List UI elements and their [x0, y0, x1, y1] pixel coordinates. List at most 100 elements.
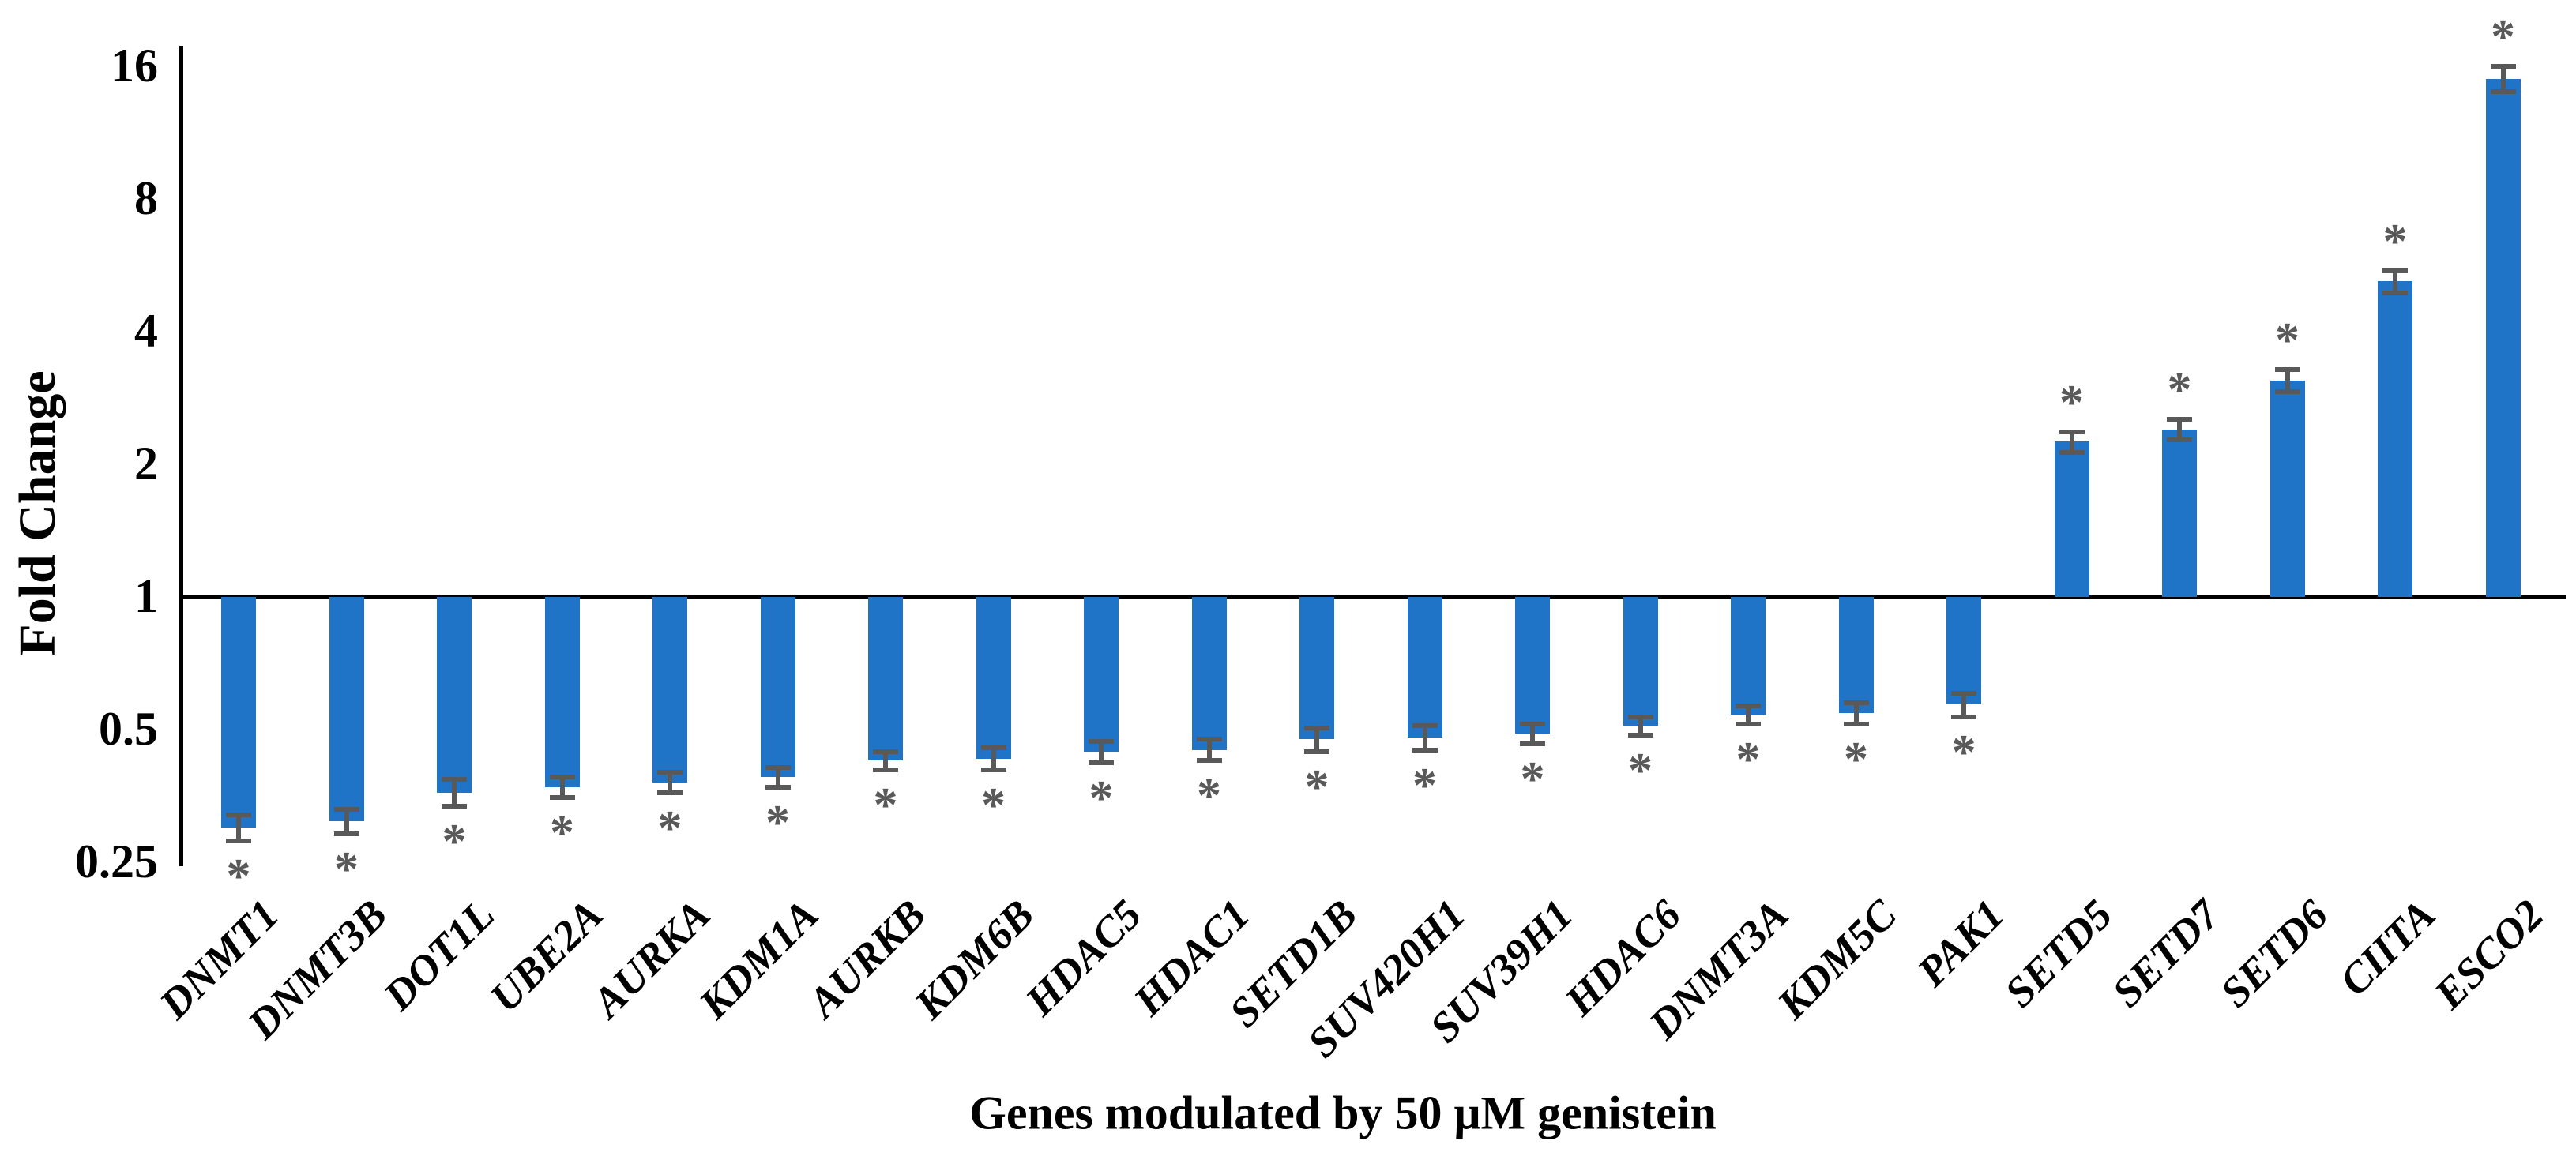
significance-asterisk-dot1l: * — [442, 815, 467, 869]
significance-asterisk-suv39h1: * — [1520, 752, 1545, 806]
significance-asterisk-setd5: * — [2059, 375, 2084, 430]
error-bar-cap-top-hdac6 — [1627, 714, 1653, 719]
error-bar-cap-top-hdac5 — [1089, 738, 1114, 744]
error-bar-cap-bottom-setd6 — [2274, 389, 2300, 395]
bar-ciita — [2378, 281, 2412, 597]
error-bar-setd5 — [2069, 431, 2074, 452]
error-bar-aurkb — [883, 752, 888, 771]
bar-dnmt1 — [221, 597, 256, 828]
error-bar-kdm1a — [775, 768, 780, 787]
bar-setd5 — [2054, 441, 2089, 597]
bar-esco2 — [2485, 78, 2521, 597]
bar-dot1l — [437, 597, 472, 793]
error-bar-cap-bottom-aurkb — [873, 768, 898, 773]
significance-asterisk-dnmt3a: * — [1736, 732, 1761, 786]
error-bar-ciita — [2393, 270, 2397, 293]
y-tick-label-4: 4 — [134, 305, 158, 357]
bar-setd1b — [1299, 597, 1334, 740]
error-bar-cap-top-kdm1a — [765, 765, 791, 771]
error-bar-cap-top-suv39h1 — [1520, 721, 1545, 726]
x-axis-title: Genes modulated by 50 μM genistein — [969, 1087, 1717, 1139]
x-tick-label-kdm6b: KDM6B — [904, 890, 1043, 1028]
x-tick-label-ciita: CIITA — [2330, 890, 2445, 1005]
error-bar-cap-top-setd1b — [1304, 725, 1329, 730]
error-bar-cap-bottom-suv39h1 — [1520, 741, 1545, 746]
significance-asterisk-dnmt3b: * — [334, 843, 359, 897]
bar-ube2a — [544, 597, 580, 787]
error-bar-cap-bottom-hdac6 — [1627, 733, 1653, 738]
error-bar-cap-bottom-ube2a — [549, 795, 575, 801]
error-bar-cap-top-dnmt1 — [226, 813, 251, 818]
error-bar-cap-bottom-hdac5 — [1089, 760, 1114, 766]
error-bar-dnmt3b — [344, 809, 349, 835]
significance-asterisk-suv420h1: * — [1412, 758, 1437, 813]
error-bar-kdm6b — [991, 747, 996, 771]
bar-kdm5c — [1838, 597, 1874, 714]
error-bar-cap-bottom-ciita — [2382, 290, 2408, 295]
y-axis-line — [179, 46, 183, 866]
error-bar-suv39h1 — [1530, 723, 1535, 744]
x-tick-label-aurkb: AURKB — [799, 890, 935, 1027]
error-bar-cap-top-suv420h1 — [1412, 723, 1438, 729]
error-bar-cap-bottom-dnmt3a — [1736, 721, 1761, 726]
error-bar-cap-top-dot1l — [442, 777, 467, 783]
error-bar-cap-top-dnmt3a — [1736, 704, 1761, 709]
error-bar-cap-top-dnmt3b — [333, 806, 359, 812]
error-bar-pak1 — [1961, 692, 1966, 717]
error-bar-hdac1 — [1206, 739, 1212, 761]
error-bar-cap-top-kdm5c — [1843, 700, 1869, 706]
y-tick-label-16: 16 — [111, 39, 158, 92]
x-tick-label-dot1l: DOT1L — [374, 890, 504, 1020]
error-bar-cap-bottom-setd1b — [1304, 749, 1329, 755]
error-bar-dnmt1 — [236, 815, 241, 841]
x-tick-label-kdm5c: KDM5C — [1767, 890, 1905, 1028]
bar-dnmt3b — [329, 597, 364, 821]
error-bar-cap-top-pak1 — [1951, 690, 1976, 696]
error-bar-cap-bottom-aurka — [657, 790, 683, 795]
error-bar-cap-top-ciita — [2382, 268, 2408, 273]
significance-asterisk-hdac5: * — [1089, 771, 1114, 826]
baseline-at-1 — [179, 595, 2566, 599]
error-bar-cap-top-esco2 — [2490, 64, 2516, 69]
error-bar-kdm5c — [1853, 703, 1859, 724]
significance-asterisk-aurkb: * — [873, 779, 898, 833]
error-bar-cap-bottom-suv420h1 — [1412, 747, 1438, 753]
error-bar-cap-bottom-esco2 — [2490, 89, 2516, 95]
error-bar-setd6 — [2285, 370, 2290, 392]
x-tick-label-pak1: PAK1 — [1908, 890, 2014, 996]
error-bar-hdac6 — [1638, 716, 1643, 736]
significance-asterisk-kdm1a: * — [765, 795, 790, 850]
significance-asterisk-aurka: * — [657, 801, 683, 855]
error-bar-cap-top-setd7 — [2167, 417, 2192, 422]
significance-asterisk-dnmt1: * — [226, 849, 251, 903]
error-bar-cap-top-setd6 — [2274, 367, 2300, 373]
error-bar-cap-bottom-kdm6b — [980, 768, 1006, 773]
error-bar-dot1l — [452, 779, 457, 807]
significance-asterisk-hdac6: * — [1628, 744, 1653, 798]
error-bar-cap-bottom-hdac1 — [1196, 758, 1222, 764]
error-bar-esco2 — [2500, 66, 2506, 92]
significance-asterisk-setd1b: * — [1304, 760, 1329, 815]
error-bar-suv420h1 — [1422, 726, 1427, 750]
y-tick-label-0.5: 0.5 — [99, 703, 158, 755]
error-bar-hdac5 — [1099, 741, 1104, 764]
significance-asterisk-kdm6b: * — [981, 779, 1006, 833]
significance-asterisk-kdm5c: * — [1844, 732, 1868, 786]
x-tick-label-setd5: SETD5 — [1995, 890, 2121, 1017]
bar-kdm6b — [976, 597, 1011, 759]
significance-asterisk-hdac1: * — [1197, 769, 1221, 824]
error-bar-cap-top-kdm6b — [980, 745, 1006, 750]
error-bar-cap-bottom-dnmt1 — [226, 838, 251, 843]
error-bar-cap-top-aurka — [657, 770, 683, 775]
error-bar-aurka — [668, 772, 672, 793]
error-bar-cap-bottom-dot1l — [442, 804, 467, 809]
x-tick-label-kdm1a: KDM1A — [689, 890, 827, 1028]
bar-dnmt3a — [1731, 597, 1766, 715]
bar-aurkb — [868, 597, 903, 761]
significance-asterisk-setd6: * — [2275, 313, 2300, 368]
error-bar-dnmt3a — [1746, 706, 1751, 724]
bar-suv420h1 — [1407, 597, 1442, 738]
bar-hdac6 — [1623, 597, 1658, 726]
error-bar-cap-bottom-setd7 — [2167, 437, 2192, 443]
